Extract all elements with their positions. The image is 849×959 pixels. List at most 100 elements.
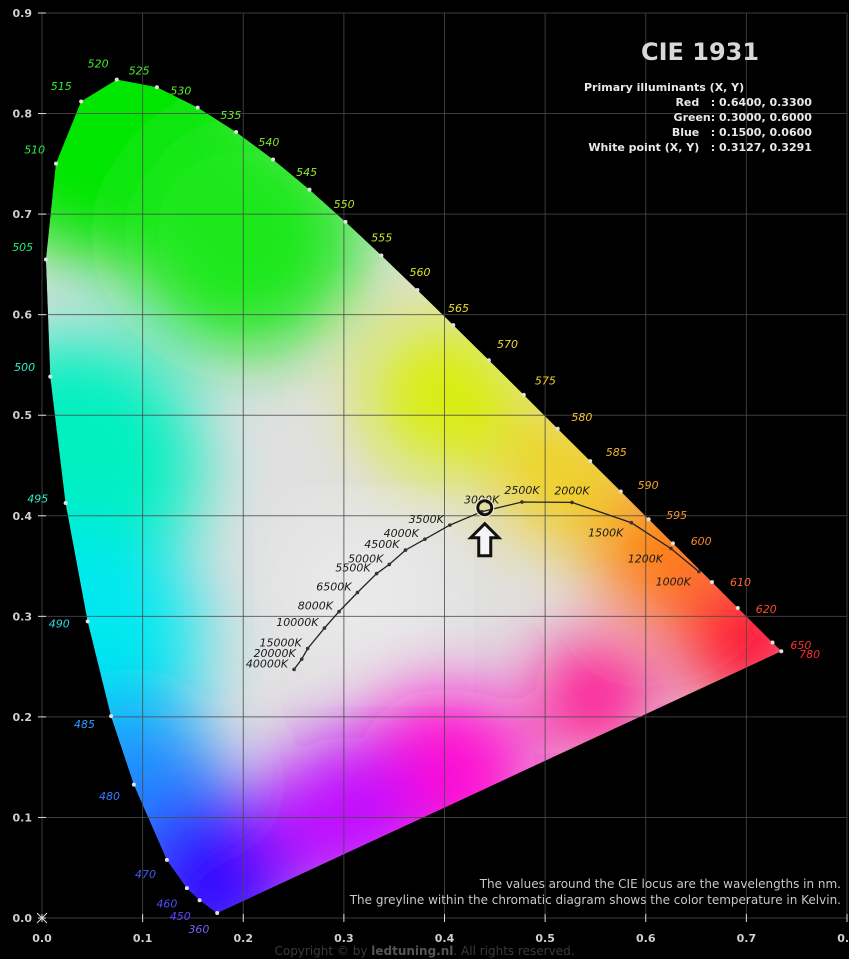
primary-value: 0.6400, 0.3300 bbox=[719, 96, 812, 109]
y-tick-label: 0.9 bbox=[13, 7, 33, 20]
wavelength-point bbox=[114, 77, 119, 82]
wavelength-point bbox=[521, 392, 526, 397]
wavelength-label: 610 bbox=[730, 576, 751, 589]
chart-notes: The values around the CIE locus are the … bbox=[241, 876, 841, 908]
wavelength-point bbox=[709, 580, 714, 585]
temperature-label: 4000K bbox=[384, 527, 420, 540]
gamut-white-glow bbox=[309, 541, 419, 652]
wavelength-label: 460 bbox=[156, 897, 177, 910]
temperature-label: 40000K bbox=[246, 657, 289, 670]
wavelength-point bbox=[154, 85, 159, 90]
wavelength-point bbox=[131, 782, 136, 787]
wavelength-point bbox=[234, 130, 239, 135]
wavelength-label: 450 bbox=[170, 910, 191, 923]
wavelength-point bbox=[184, 886, 189, 891]
primary-row-green: Green: 0.3000, 0.6000 bbox=[560, 110, 815, 125]
chart-title: CIE 1931 bbox=[640, 38, 760, 66]
temperature-point bbox=[387, 562, 392, 567]
temperature-point bbox=[403, 548, 408, 552]
wavelength-point bbox=[415, 288, 420, 293]
wavelength-label: 520 bbox=[88, 58, 109, 71]
temperature-point bbox=[337, 609, 341, 614]
primary-label: Green: bbox=[673, 111, 716, 124]
y-tick-label: 0.7 bbox=[13, 208, 33, 221]
primary-value: 0.3000, 0.6000 bbox=[719, 111, 812, 124]
primary-row-white-point: White point (X, Y) : 0.3127, 0.3291 bbox=[560, 140, 815, 155]
wavelength-point bbox=[618, 489, 623, 494]
temperature-point bbox=[423, 537, 427, 542]
wavelength-label: 525 bbox=[129, 65, 150, 78]
x-tick-label: 0.3 bbox=[334, 932, 354, 945]
wavelength-label: 600 bbox=[691, 535, 712, 548]
note-color-temperature: The greyline within the chromatic diagra… bbox=[349, 893, 841, 907]
wavelength-point bbox=[379, 253, 384, 258]
wavelength-label: 490 bbox=[49, 618, 70, 631]
wavelength-label: 570 bbox=[497, 338, 518, 351]
x-tick-label: 0.7 bbox=[737, 932, 757, 945]
wavelength-label: 470 bbox=[135, 868, 156, 881]
primary-value: 0.1500, 0.0600 bbox=[719, 126, 812, 139]
x-tick-label: 0.4 bbox=[435, 932, 455, 945]
wavelength-point bbox=[164, 857, 169, 862]
wavelength-point bbox=[85, 619, 90, 624]
wavelength-label: 550 bbox=[334, 198, 355, 211]
x-tick-label: 0.0 bbox=[32, 932, 52, 945]
wavelength-label: 560 bbox=[410, 266, 431, 279]
wavelength-point bbox=[48, 374, 53, 379]
y-tick-label: 0.0 bbox=[13, 912, 33, 925]
wavelength-label: 515 bbox=[51, 80, 72, 93]
marker-ring-outline bbox=[475, 498, 495, 518]
origin-cross bbox=[36, 912, 48, 924]
primaries-heading: Primary illuminants (X, Y) bbox=[584, 81, 745, 94]
x-tick-label: 0.6 bbox=[636, 932, 656, 945]
temperature-point bbox=[669, 546, 673, 551]
temperature-point bbox=[355, 590, 360, 595]
temperature-point bbox=[305, 646, 310, 651]
gamut-color-blob bbox=[123, 787, 304, 914]
wavelength-point bbox=[343, 219, 348, 224]
wavelength-label: 510 bbox=[24, 143, 45, 156]
temperature-label: 6500K bbox=[316, 581, 352, 594]
temperature-point bbox=[299, 657, 304, 661]
temperature-point bbox=[629, 520, 634, 525]
wavelength-point bbox=[79, 99, 84, 104]
wavelength-point bbox=[197, 898, 202, 903]
y-tick-label: 0.1 bbox=[13, 811, 33, 824]
y-tick-label: 0.6 bbox=[13, 309, 33, 322]
temperature-label: 2500K bbox=[504, 484, 540, 497]
primary-illuminants-panel: Primary illuminants (X, Y) Red : 0.6400,… bbox=[560, 80, 815, 155]
temperature-label: 15000K bbox=[259, 637, 302, 650]
white-center bbox=[309, 541, 419, 652]
white-point-marker bbox=[467, 498, 503, 558]
temperature-point bbox=[448, 523, 452, 527]
wavelength-label: 545 bbox=[296, 166, 317, 179]
temperature-label: 3500K bbox=[409, 513, 445, 526]
wavelength-label: 540 bbox=[258, 136, 279, 149]
temperature-point bbox=[570, 500, 574, 505]
wavelength-point bbox=[195, 105, 200, 110]
temperature-label: 1500K bbox=[588, 527, 624, 540]
wavelength-label: 580 bbox=[571, 411, 592, 424]
primary-label: Red : bbox=[675, 96, 716, 109]
wavelength-point bbox=[43, 257, 48, 262]
gamut-color-blob bbox=[535, 636, 656, 757]
wavelength-point bbox=[770, 640, 775, 645]
wavelength-label: 505 bbox=[12, 241, 33, 254]
temperature-label: 8000K bbox=[298, 600, 334, 613]
temperature-label: 1200K bbox=[628, 553, 664, 566]
wavelength-label: 495 bbox=[27, 492, 48, 505]
x-tick-label: 0.2 bbox=[234, 932, 254, 945]
wavelength-point bbox=[555, 426, 560, 431]
wavelength-label: 620 bbox=[756, 603, 777, 616]
wavelength-label: 555 bbox=[371, 231, 392, 244]
wavelength-label: 595 bbox=[666, 509, 687, 522]
wavelength-point bbox=[486, 358, 491, 363]
wavelength-label: 480 bbox=[99, 790, 120, 803]
primary-value: 0.3127, 0.3291 bbox=[719, 141, 812, 154]
wavelength-point bbox=[109, 714, 114, 719]
temperature-label: 1000K bbox=[656, 576, 692, 589]
wavelength-point bbox=[215, 910, 220, 915]
wavelength-point bbox=[670, 541, 675, 546]
wavelength-label: 530 bbox=[170, 85, 191, 98]
